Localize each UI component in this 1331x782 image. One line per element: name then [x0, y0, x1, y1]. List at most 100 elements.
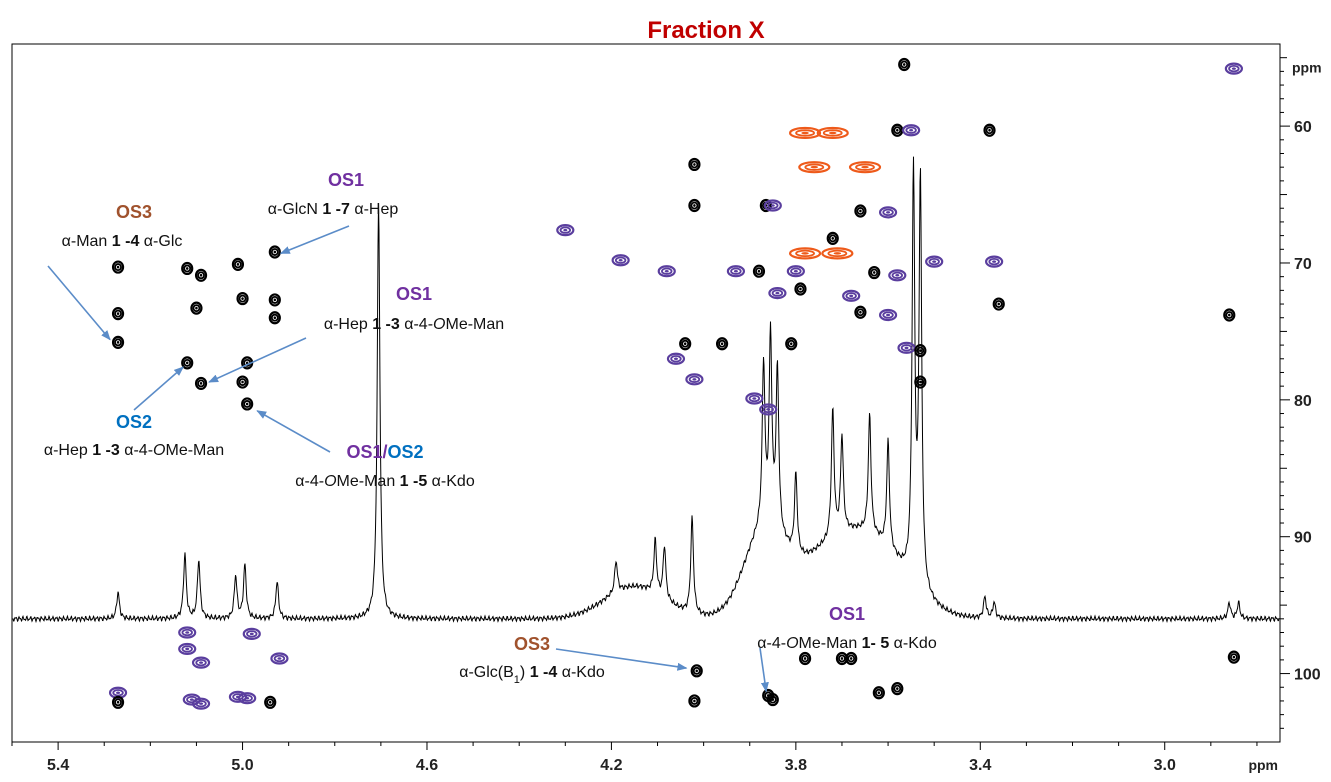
cross-peaks-layer	[108, 57, 1243, 710]
cross-peak-contour	[882, 311, 894, 319]
cross-peak-core	[992, 260, 997, 263]
cross-peak-contour	[992, 297, 1005, 311]
cross-peak-core	[919, 380, 922, 384]
cross-peak	[798, 651, 812, 666]
cross-peak-contour	[264, 695, 277, 709]
y-tick-label: 100	[1294, 667, 1321, 684]
cross-peak	[270, 652, 289, 665]
annotation-linkage-part: O	[153, 442, 165, 459]
annotation-linkage-part: 1 -5	[400, 473, 428, 490]
cross-peak-contour	[111, 335, 125, 349]
annotation-arrow	[256, 410, 331, 453]
annotation-linkage-part: α-Hep	[350, 201, 398, 218]
cross-peak-core	[872, 271, 876, 274]
cross-peak-contour	[183, 264, 192, 273]
cross-peak-contour	[994, 300, 1003, 308]
cross-peak	[786, 265, 805, 278]
cross-peak-contour	[872, 686, 885, 700]
x-tick-label: 4.6	[416, 757, 438, 774]
annotation-arrow	[208, 337, 307, 383]
cross-peak	[821, 247, 854, 260]
annotation: OS1 α-GlcN 1 -7 α-Hep	[268, 170, 399, 218]
cross-peak-contour	[983, 123, 996, 137]
cross-peak-contour	[1229, 653, 1238, 662]
cross-peak-core	[693, 163, 696, 166]
cross-peak-contour	[855, 163, 875, 171]
cross-peak-core	[277, 657, 282, 660]
x-axis-label: ppm	[1248, 757, 1278, 773]
cross-peak	[788, 247, 822, 260]
cross-peak-contour	[688, 157, 701, 172]
cross-peak-contour	[679, 337, 692, 351]
cross-peak-contour	[114, 698, 122, 707]
cross-peak-contour	[1224, 62, 1243, 75]
cross-peak-contour	[854, 305, 867, 319]
cross-peak-core	[185, 361, 189, 365]
cross-peak-contour	[270, 248, 279, 256]
cross-peak	[763, 199, 782, 212]
cross-peak-contour	[828, 234, 837, 243]
cross-peak-contour	[914, 343, 927, 358]
annotation-group-part: OS3	[514, 634, 550, 654]
cross-peak-contour	[614, 256, 627, 264]
cross-peak-contour	[238, 378, 247, 386]
annotation-linkage-part: 1 -4	[530, 664, 558, 681]
cross-peak	[768, 286, 787, 300]
cross-peak-contour	[795, 129, 815, 137]
cross-peak-core	[803, 657, 807, 660]
cross-peak-contour	[1223, 308, 1236, 322]
annotation: OS1 α-4-OMe-Man 1- 5 α-Kdo	[757, 604, 937, 652]
cross-peak-contour	[1225, 311, 1234, 319]
cross-peak	[191, 697, 211, 710]
plot-frame	[11, 43, 1281, 743]
annotation-group-part: OS1	[396, 284, 432, 304]
cross-peak-core	[895, 274, 900, 277]
cross-peak-contour	[768, 695, 777, 704]
cross-peak-contour	[268, 293, 281, 307]
cross-peak-contour	[685, 373, 704, 386]
cross-peak-core	[199, 382, 203, 385]
annotation-group-label: OS2	[116, 412, 152, 432]
cross-peak-core	[116, 691, 121, 694]
cross-peak-core	[793, 269, 798, 273]
cross-peak-contour	[928, 257, 940, 266]
annotation-linkage-part: α-GlcN	[268, 201, 323, 218]
cross-peak	[854, 305, 867, 319]
annotation-linkage-part: α-4-	[400, 316, 433, 333]
cross-peak-contour	[657, 265, 676, 278]
cross-peak-contour	[111, 307, 125, 321]
cross-peak-core	[877, 691, 881, 695]
cross-peak-contour	[246, 630, 258, 638]
cross-peak-contour	[270, 313, 279, 322]
cross-peak-core	[886, 313, 891, 317]
cross-peak	[726, 265, 746, 278]
cross-peak-core	[775, 291, 780, 295]
annotation-arrows	[47, 225, 769, 693]
cross-peak-contour	[868, 265, 881, 280]
cross-peak	[111, 335, 125, 349]
cross-peak	[666, 352, 686, 365]
cross-peak	[688, 157, 701, 172]
cross-peak-core	[185, 647, 190, 651]
cross-peak-core	[849, 294, 854, 298]
cross-peak-contour	[266, 698, 275, 707]
cross-peak-contour	[688, 198, 701, 213]
cross-peak-contour	[804, 163, 825, 171]
cross-peak-contour	[238, 294, 247, 303]
cross-peak-contour	[273, 654, 286, 663]
cross-peak-core	[195, 306, 198, 310]
cross-peak-contour	[611, 254, 630, 267]
cross-peak-contour	[1228, 64, 1240, 73]
cross-peak	[891, 123, 904, 137]
cross-peak-core	[799, 287, 802, 291]
cross-peak-core	[789, 342, 793, 346]
cross-peak-core	[683, 342, 687, 346]
annotation-linkage-part: O	[433, 316, 445, 333]
cross-peak-contour	[270, 652, 289, 665]
y-tick-label: 60	[1294, 119, 1312, 136]
cross-peak-contour	[111, 695, 125, 709]
annotation-linkage-label: α-4-OMe-Man 1 -5 α-Kdo	[295, 473, 475, 490]
cross-peak-contour	[796, 285, 805, 293]
cross-peak	[872, 686, 885, 700]
